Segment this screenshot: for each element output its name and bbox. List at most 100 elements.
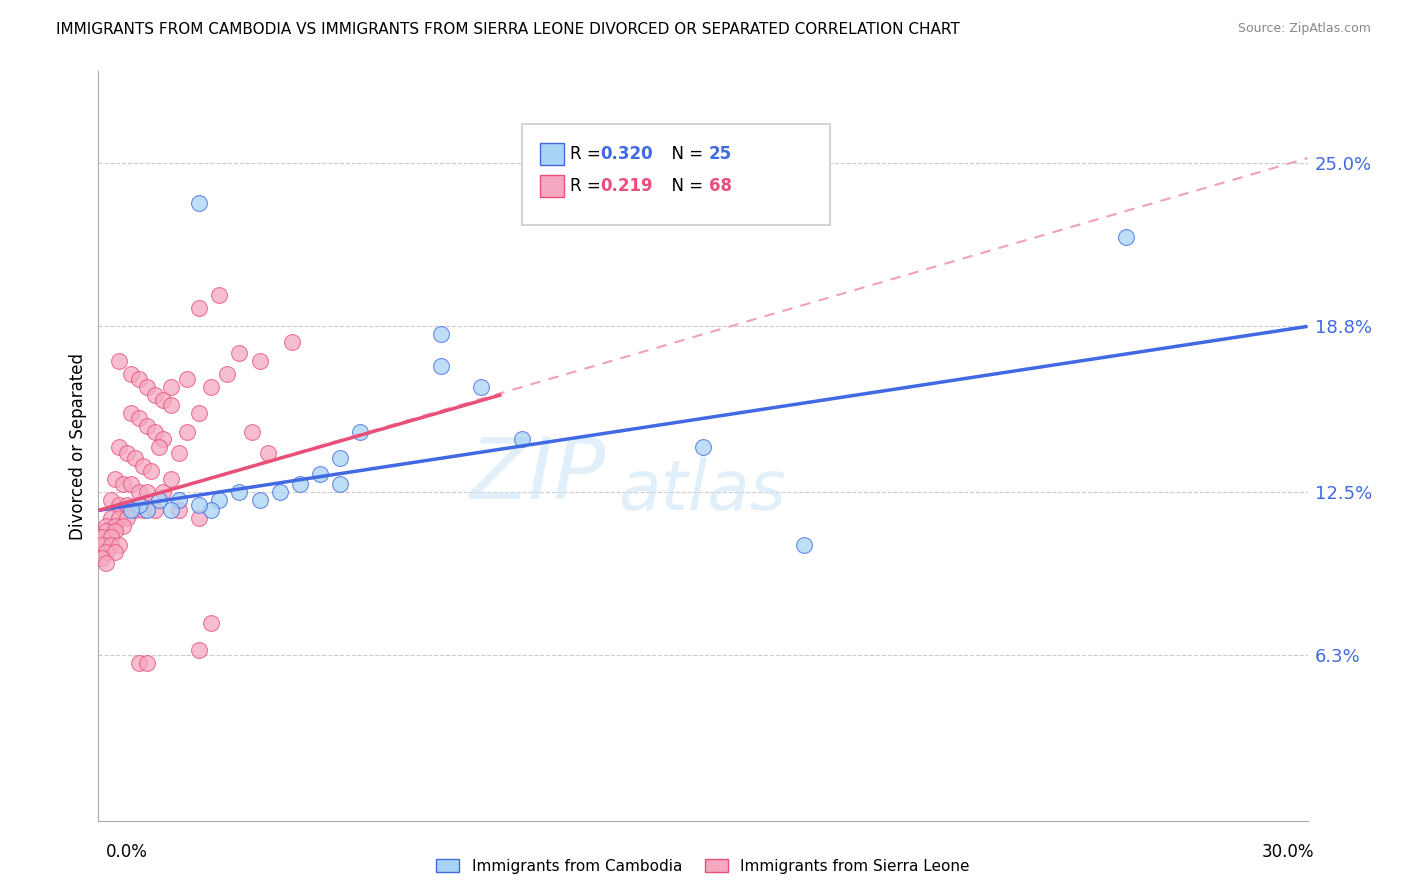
Point bbox=[793, 538, 815, 552]
Point bbox=[120, 503, 142, 517]
Point bbox=[188, 511, 211, 525]
Point bbox=[103, 524, 125, 539]
Point bbox=[152, 392, 174, 407]
Point bbox=[160, 503, 183, 517]
Point bbox=[103, 472, 125, 486]
Point bbox=[228, 345, 250, 359]
Point bbox=[91, 538, 114, 552]
Point bbox=[256, 445, 278, 459]
FancyBboxPatch shape bbox=[522, 124, 830, 225]
Point bbox=[132, 458, 155, 473]
Point bbox=[329, 450, 352, 465]
Point bbox=[143, 425, 166, 439]
Text: Source: ZipAtlas.com: Source: ZipAtlas.com bbox=[1237, 22, 1371, 36]
Text: IMMIGRANTS FROM CAMBODIA VS IMMIGRANTS FROM SIERRA LEONE DIVORCED OR SEPARATED C: IMMIGRANTS FROM CAMBODIA VS IMMIGRANTS F… bbox=[56, 22, 960, 37]
Y-axis label: Divorced or Separated: Divorced or Separated bbox=[69, 352, 87, 540]
Point bbox=[96, 545, 118, 559]
Point bbox=[200, 616, 222, 631]
Point bbox=[91, 550, 114, 565]
Text: 30.0%: 30.0% bbox=[1263, 843, 1315, 861]
Point bbox=[692, 440, 714, 454]
Point bbox=[111, 477, 134, 491]
Point bbox=[107, 353, 129, 368]
Point bbox=[143, 388, 166, 402]
Point bbox=[107, 440, 129, 454]
Point bbox=[91, 530, 114, 544]
Point bbox=[128, 372, 150, 386]
Text: 0.219: 0.219 bbox=[600, 177, 652, 195]
Point bbox=[167, 445, 190, 459]
Bar bbox=[540, 175, 564, 197]
Point bbox=[200, 380, 222, 394]
Point bbox=[139, 464, 162, 478]
Point bbox=[96, 519, 118, 533]
Point bbox=[120, 367, 142, 381]
Text: N =: N = bbox=[661, 145, 709, 162]
Legend: Immigrants from Cambodia, Immigrants from Sierra Leone: Immigrants from Cambodia, Immigrants fro… bbox=[430, 853, 976, 880]
Point bbox=[176, 425, 198, 439]
Point bbox=[135, 419, 157, 434]
Point bbox=[288, 477, 311, 491]
Point bbox=[188, 498, 211, 512]
Point bbox=[96, 524, 118, 539]
Point bbox=[269, 485, 291, 500]
Point bbox=[100, 530, 122, 544]
Point bbox=[510, 433, 533, 447]
Point bbox=[107, 498, 129, 512]
Point bbox=[100, 511, 122, 525]
Text: ZIP: ZIP bbox=[470, 434, 606, 517]
Point bbox=[115, 498, 138, 512]
Text: 25: 25 bbox=[709, 145, 733, 162]
Point bbox=[120, 406, 142, 420]
Point bbox=[208, 288, 231, 302]
Point bbox=[470, 380, 492, 394]
Point bbox=[148, 492, 170, 507]
Point bbox=[115, 511, 138, 525]
Point bbox=[167, 492, 190, 507]
Point bbox=[200, 503, 222, 517]
Point bbox=[160, 380, 183, 394]
Point bbox=[349, 425, 371, 439]
Point bbox=[430, 327, 453, 342]
Point bbox=[128, 411, 150, 425]
Point bbox=[160, 398, 183, 412]
Point bbox=[111, 519, 134, 533]
Point bbox=[228, 485, 250, 500]
Point bbox=[124, 503, 146, 517]
Point bbox=[135, 503, 157, 517]
Point bbox=[249, 492, 271, 507]
Point bbox=[135, 656, 157, 670]
Point bbox=[120, 477, 142, 491]
Point bbox=[430, 359, 453, 373]
Point bbox=[240, 425, 263, 439]
Point bbox=[188, 642, 211, 657]
Point bbox=[96, 556, 118, 570]
Point bbox=[128, 485, 150, 500]
Point bbox=[100, 538, 122, 552]
Text: R =: R = bbox=[569, 145, 606, 162]
Point bbox=[249, 353, 271, 368]
Point bbox=[103, 545, 125, 559]
Point bbox=[1115, 230, 1137, 244]
Point bbox=[100, 492, 122, 507]
Point bbox=[128, 498, 150, 512]
Bar bbox=[540, 143, 564, 165]
Point bbox=[160, 472, 183, 486]
Point bbox=[208, 492, 231, 507]
Point bbox=[135, 380, 157, 394]
Point bbox=[143, 503, 166, 517]
Point bbox=[128, 656, 150, 670]
Point bbox=[281, 335, 304, 350]
Point bbox=[132, 503, 155, 517]
Point bbox=[115, 445, 138, 459]
Point bbox=[309, 467, 332, 481]
Point bbox=[152, 433, 174, 447]
Text: 68: 68 bbox=[709, 177, 733, 195]
Point bbox=[152, 485, 174, 500]
Point bbox=[135, 485, 157, 500]
Text: 0.320: 0.320 bbox=[600, 145, 652, 162]
Text: R =: R = bbox=[569, 177, 606, 195]
Point bbox=[217, 367, 239, 381]
Point bbox=[188, 406, 211, 420]
Point bbox=[107, 511, 129, 525]
